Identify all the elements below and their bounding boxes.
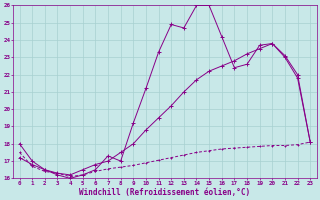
X-axis label: Windchill (Refroidissement éolien,°C): Windchill (Refroidissement éolien,°C) — [79, 188, 251, 197]
